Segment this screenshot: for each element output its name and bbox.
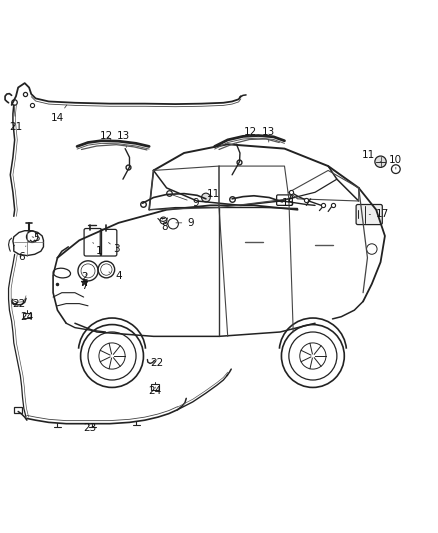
Text: 9: 9 [176, 218, 194, 228]
Text: 17: 17 [369, 209, 389, 219]
Text: 15: 15 [281, 198, 295, 208]
Circle shape [201, 193, 210, 202]
Text: 3: 3 [109, 243, 120, 254]
Text: 22: 22 [150, 358, 164, 368]
FancyBboxPatch shape [356, 205, 382, 224]
Text: 22: 22 [12, 298, 26, 309]
Bar [23, 313, 31, 318]
Text: 24: 24 [20, 312, 34, 322]
Text: 14: 14 [51, 105, 67, 123]
Text: 12: 12 [244, 127, 258, 137]
Text: 7: 7 [81, 281, 88, 291]
Text: 23: 23 [84, 423, 97, 433]
Text: 13: 13 [262, 127, 275, 142]
Text: 11: 11 [362, 150, 381, 161]
Bar [151, 384, 159, 390]
Text: 24: 24 [148, 386, 162, 396]
Bar [14, 407, 21, 413]
Circle shape [375, 156, 386, 167]
Text: 2: 2 [81, 272, 88, 282]
Text: 10: 10 [389, 155, 403, 169]
Text: 21: 21 [9, 105, 23, 132]
Text: 4: 4 [109, 271, 122, 281]
Text: 12: 12 [100, 131, 113, 141]
Text: 1: 1 [93, 243, 102, 256]
Text: 13: 13 [117, 131, 131, 147]
Text: 9: 9 [171, 195, 199, 208]
Text: 8: 8 [161, 220, 168, 232]
Text: 11: 11 [207, 189, 220, 199]
Text: 5: 5 [32, 233, 40, 243]
Text: 6: 6 [18, 246, 26, 262]
